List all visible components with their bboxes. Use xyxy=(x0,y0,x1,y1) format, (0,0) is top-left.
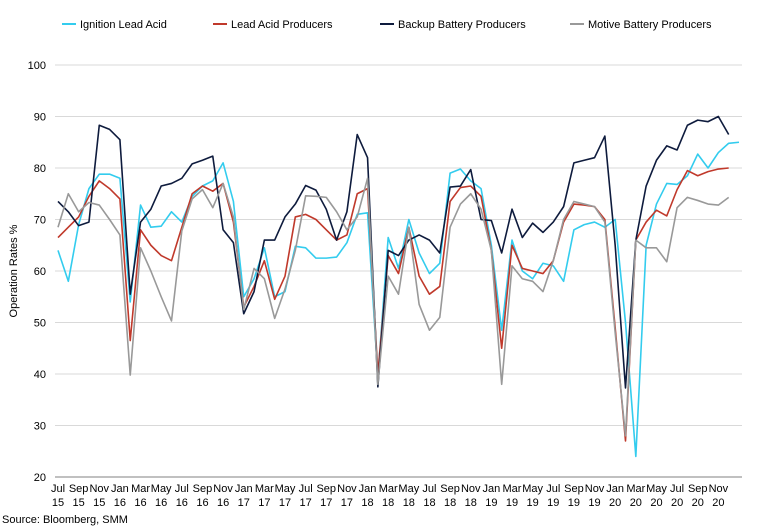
x-tick-label: Mar 18 xyxy=(379,483,398,509)
x-tick-label: Jul 16 xyxy=(175,483,189,509)
legend: Ignition Lead Acid Lead Acid Producers Bac… xyxy=(62,19,712,31)
series-line-motive-battery-producers xyxy=(57,177,730,437)
series-lines xyxy=(57,115,740,458)
x-tick-label: Jul 15 xyxy=(51,483,65,509)
y-tick-label: 90 xyxy=(34,112,46,124)
x-tick-label: Jul 18 xyxy=(422,483,436,509)
x-tick-label: Sep 17 xyxy=(316,483,336,509)
gridlines xyxy=(55,64,742,426)
source-note: Source: Bloomberg, SMM xyxy=(2,514,128,526)
x-tick-label: Nov 19 xyxy=(585,483,605,509)
x-tick-label: Nov 17 xyxy=(337,483,357,509)
x-tick-label: Jan 20 xyxy=(606,483,624,509)
y-axis: 20 30 40 50 60 70 80 90 100 xyxy=(28,60,46,484)
y-tick-label: 50 xyxy=(34,318,46,330)
x-tick-label: Jan 18 xyxy=(359,483,377,509)
x-tick-label: Sep 16 xyxy=(193,483,213,509)
x-tick-label: Sep 18 xyxy=(440,483,460,509)
x-tick-label: Jan 16 xyxy=(111,483,129,509)
legend-label: Ignition Lead Acid xyxy=(80,19,167,31)
x-tick-label: Nov 16 xyxy=(213,483,233,509)
y-tick-label: 30 xyxy=(34,421,46,433)
y-tick-label: 60 xyxy=(34,266,46,278)
legend-label: Lead Acid Producers xyxy=(231,19,333,31)
x-tick-label: Sep 20 xyxy=(688,483,708,509)
y-tick-label: 20 xyxy=(34,472,46,484)
y-tick-label: 70 xyxy=(34,215,46,227)
x-tick-label: Sep 19 xyxy=(564,483,584,509)
x-tick-label: May 19 xyxy=(522,483,543,509)
x-tick-label: Jan 19 xyxy=(482,483,500,509)
legend-label: Backup Battery Producers xyxy=(398,19,526,31)
y-tick-label: 100 xyxy=(28,60,46,72)
y-tick-label: 80 xyxy=(34,163,46,175)
x-tick-label: May 16 xyxy=(151,483,172,509)
x-tick-label: May 18 xyxy=(398,483,419,509)
x-tick-label: Nov 15 xyxy=(89,483,109,509)
series-line-ignition-lead-acid xyxy=(57,141,740,458)
x-tick-label: Sep 15 xyxy=(69,483,89,509)
y-tick-label: 40 xyxy=(34,369,46,381)
x-tick-label: Jul 20 xyxy=(670,483,684,509)
x-tick-label: Mar 19 xyxy=(503,483,522,509)
x-tick-label: Nov 20 xyxy=(709,483,729,509)
legend-label: Motive Battery Producers xyxy=(588,19,712,31)
series-line-backup-battery-producers xyxy=(57,115,730,389)
x-tick-label: Mar 20 xyxy=(626,483,645,509)
x-tick-label: Nov 18 xyxy=(461,483,481,509)
x-tick-label: Jan 17 xyxy=(235,483,253,509)
x-tick-label: Mar 17 xyxy=(255,483,274,509)
x-tick-label: May 20 xyxy=(646,483,667,509)
x-tick-label: Jul 19 xyxy=(546,483,560,509)
x-tick-label: Jul 17 xyxy=(299,483,313,509)
x-tick-label: May 17 xyxy=(275,483,296,509)
x-tick-label: Mar 16 xyxy=(131,483,150,509)
y-axis-label: Operation Rates % xyxy=(8,224,20,317)
